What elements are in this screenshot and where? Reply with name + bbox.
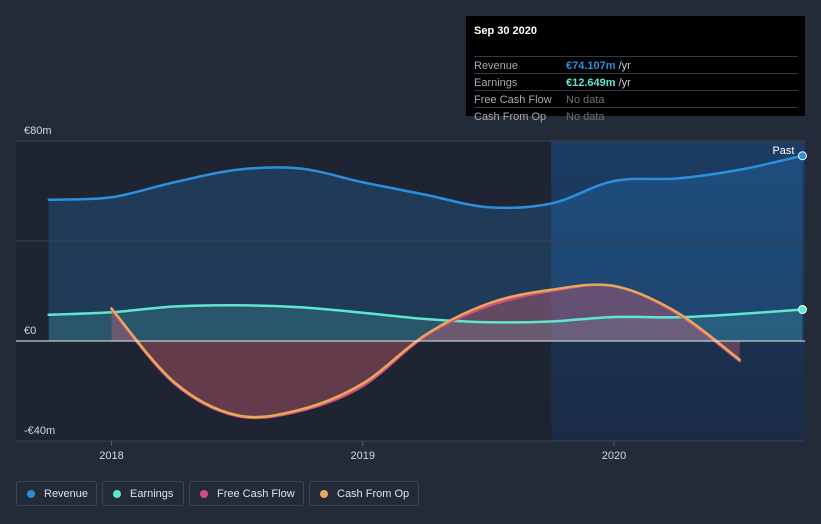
- y-tick-label: -€40m: [24, 425, 55, 437]
- end-marker-revenue: [797, 151, 807, 161]
- tooltip-row-free-cash-flow: Free Cash Flow No data: [474, 90, 798, 108]
- line-earnings: [47, 303, 804, 324]
- legend-label: Free Cash Flow: [217, 488, 295, 500]
- tooltip-date: Sep 30 2020: [474, 25, 537, 37]
- y-tick-label: €0: [24, 325, 36, 337]
- x-tick-label: 2019: [351, 450, 375, 462]
- legend-item-revenue[interactable]: Revenue: [16, 481, 97, 506]
- legend-label: Earnings: [130, 488, 174, 500]
- area-earnings: [48, 305, 803, 341]
- tooltip-label: Cash From Op: [474, 111, 547, 123]
- line-cash-from-op: [110, 283, 741, 419]
- tooltip-value: No data: [566, 111, 605, 123]
- x-tick-label: 2020: [602, 450, 626, 462]
- past-region: [551, 141, 805, 441]
- tooltip-row-earnings: Earnings €12.649m /yr: [474, 73, 798, 91]
- legend-item-earnings[interactable]: Earnings: [102, 481, 184, 506]
- tooltip-panel: Sep 30 2020 Revenue €74.107m /yr Earning…: [466, 16, 805, 123]
- legend-label: Revenue: [44, 488, 89, 500]
- tooltip-value: €12.649m: [566, 77, 616, 89]
- tooltip-unit: /yr: [615, 60, 631, 72]
- legend-dot-icon: [27, 490, 35, 498]
- tooltip-value: €74.107m: [566, 60, 616, 72]
- tooltip-row-cash-from-op: Cash From Op No data: [474, 107, 798, 125]
- tooltip-label: Free Cash Flow: [474, 94, 552, 106]
- tooltip-label: Revenue: [474, 60, 519, 72]
- x-tick-label: 2018: [99, 450, 123, 462]
- y-tick-label: €80m: [24, 125, 52, 137]
- legend-dot-icon: [113, 490, 121, 498]
- tooltip-label: Earnings: [474, 77, 518, 89]
- tooltip-row-revenue: Revenue €74.107m /yr: [474, 56, 798, 74]
- past-label: Past: [772, 145, 794, 157]
- area-cash-from-op: [111, 284, 740, 418]
- legend-item-cash-from-op[interactable]: Cash From Op: [309, 481, 419, 506]
- tooltip-value: No data: [566, 94, 605, 106]
- tooltip-unit: /yr: [615, 77, 631, 89]
- legend-dot-icon: [320, 490, 328, 498]
- legend-label: Cash From Op: [337, 488, 410, 500]
- line-revenue: [47, 154, 804, 210]
- legend-item-free-cash-flow[interactable]: Free Cash Flow: [189, 481, 304, 506]
- legend-dot-icon: [200, 490, 208, 498]
- end-marker-earnings: [797, 305, 807, 314]
- area-revenue: [48, 155, 803, 341]
